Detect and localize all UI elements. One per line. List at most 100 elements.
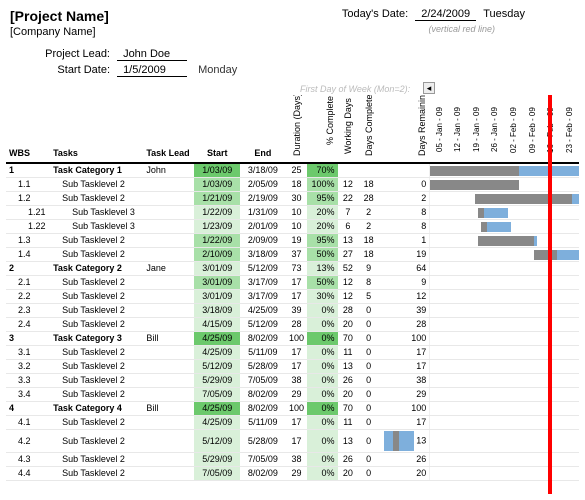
cell-task[interactable]: Sub Tasklevel 2 [50,289,143,303]
cell-start[interactable]: 3/01/09 [194,275,240,289]
table-row[interactable]: 1Task Category 1John1/03/093/18/092570% [6,163,579,177]
cell-pct[interactable]: 70% [307,163,337,177]
cell-start[interactable]: 4/25/09 [194,415,240,429]
cell-dur[interactable]: 17 [286,289,308,303]
cell-lead[interactable] [143,289,194,303]
table-row[interactable]: 3.2Sub Tasklevel 25/12/095/28/09170%1301… [6,359,579,373]
cell-lead[interactable] [143,415,194,429]
cell-dur[interactable]: 100 [286,401,308,415]
table-row[interactable]: 2.3Sub Tasklevel 23/18/094/25/09390%2803… [6,303,579,317]
cell-wd[interactable]: 11 [338,415,359,429]
cell-dc[interactable]: 9 [358,261,379,275]
cell-wd[interactable]: 70 [338,401,359,415]
cell-pct[interactable]: 0% [307,345,337,359]
cell-start[interactable]: 1/22/09 [194,205,240,219]
cell-wbs[interactable]: 2.1 [6,275,50,289]
cell-end[interactable]: 2/09/09 [240,233,286,247]
cell-dur[interactable]: 25 [286,163,308,177]
cell-wd[interactable]: 52 [338,261,359,275]
cell-pct[interactable]: 13% [307,261,337,275]
cell-start[interactable]: 3/01/09 [194,261,240,275]
cell-lead[interactable] [143,345,194,359]
cell-wbs[interactable]: 3.4 [6,387,50,401]
table-row[interactable]: 1.2Sub Tasklevel 21/21/092/19/093095%222… [6,191,579,205]
cell-end[interactable]: 5/12/09 [240,261,286,275]
cell-task[interactable]: Task Category 3 [50,331,143,345]
cell-dr[interactable]: 17 [379,359,430,373]
cell-dur[interactable]: 18 [286,177,308,191]
cell-wbs[interactable]: 1.2 [6,191,50,205]
cell-lead[interactable] [143,303,194,317]
cell-end[interactable]: 2/01/09 [240,219,286,233]
cell-dur[interactable]: 17 [286,415,308,429]
cell-pct[interactable]: 0% [307,466,337,480]
cell-pct[interactable]: 95% [307,191,337,205]
cell-dc[interactable]: 0 [358,415,379,429]
cell-pct[interactable]: 50% [307,247,337,261]
cell-wd[interactable]: 11 [338,345,359,359]
table-row[interactable]: 4.4Sub Tasklevel 27/05/098/02/09290%2002… [6,466,579,480]
cell-start[interactable]: 7/05/09 [194,387,240,401]
cell-task[interactable]: Sub Tasklevel 2 [50,345,143,359]
cell-start[interactable]: 5/12/09 [194,429,240,452]
cell-dr[interactable]: 38 [379,373,430,387]
cell-end[interactable]: 8/02/09 [240,466,286,480]
cell-end[interactable]: 2/19/09 [240,191,286,205]
scroll-left-button[interactable]: ◂ [423,82,435,94]
cell-task[interactable]: Sub Tasklevel 2 [50,429,143,452]
cell-wbs[interactable]: 3.1 [6,345,50,359]
cell-lead[interactable] [143,387,194,401]
cell-start[interactable]: 5/29/09 [194,452,240,466]
cell-task[interactable]: Sub Tasklevel 3 [50,205,143,219]
cell-wbs[interactable]: 1.4 [6,247,50,261]
cell-dur[interactable]: 29 [286,387,308,401]
cell-lead[interactable] [143,452,194,466]
cell-lead[interactable]: Bill [143,401,194,415]
cell-lead[interactable]: Jane [143,261,194,275]
cell-dc[interactable]: 0 [358,466,379,480]
cell-dc[interactable]: 0 [358,373,379,387]
cell-dr[interactable]: 20 [379,466,430,480]
cell-dr[interactable]: 9 [379,275,430,289]
cell-pct[interactable]: 0% [307,373,337,387]
cell-dur[interactable]: 39 [286,303,308,317]
cell-start[interactable]: 4/25/09 [194,331,240,345]
cell-wd[interactable]: 7 [338,205,359,219]
cell-task[interactable]: Sub Tasklevel 2 [50,275,143,289]
cell-pct[interactable]: 20% [307,219,337,233]
cell-dr[interactable]: 39 [379,303,430,317]
cell-start[interactable]: 2/10/09 [194,247,240,261]
project-lead-input[interactable]: John Doe [117,48,187,61]
start-date-input[interactable]: 1/5/2009 [117,64,187,77]
cell-dur[interactable]: 100 [286,331,308,345]
cell-lead[interactable] [143,466,194,480]
cell-end[interactable]: 1/31/09 [240,205,286,219]
cell-lead[interactable] [143,275,194,289]
cell-task[interactable]: Sub Tasklevel 2 [50,452,143,466]
cell-dur[interactable]: 17 [286,345,308,359]
cell-dr[interactable]: 19 [379,247,430,261]
cell-dr[interactable]: 17 [379,415,430,429]
cell-dur[interactable]: 30 [286,191,308,205]
cell-dr[interactable]: 13 [379,429,430,452]
cell-lead[interactable] [143,429,194,452]
table-row[interactable]: 1.1Sub Tasklevel 21/03/092/05/0918100%12… [6,177,579,191]
cell-dc[interactable]: 0 [358,303,379,317]
cell-wd[interactable]: 12 [338,177,359,191]
cell-wd[interactable]: 22 [338,191,359,205]
cell-wd[interactable]: 12 [338,289,359,303]
cell-dr[interactable]: 0 [379,177,430,191]
cell-start[interactable]: 5/29/09 [194,373,240,387]
cell-wd[interactable]: 12 [338,275,359,289]
cell-pct[interactable]: 0% [307,415,337,429]
cell-dur[interactable]: 37 [286,247,308,261]
cell-wbs[interactable]: 4.2 [6,429,50,452]
cell-wd[interactable]: 26 [338,373,359,387]
table-row[interactable]: 3.1Sub Tasklevel 24/25/095/11/09170%1101… [6,345,579,359]
cell-dr[interactable]: 28 [379,317,430,331]
cell-dr[interactable]: 100 [379,331,430,345]
cell-wd[interactable]: 13 [338,429,359,452]
cell-end[interactable]: 5/28/09 [240,429,286,452]
cell-dr[interactable]: 8 [379,219,430,233]
cell-wbs[interactable]: 2.2 [6,289,50,303]
